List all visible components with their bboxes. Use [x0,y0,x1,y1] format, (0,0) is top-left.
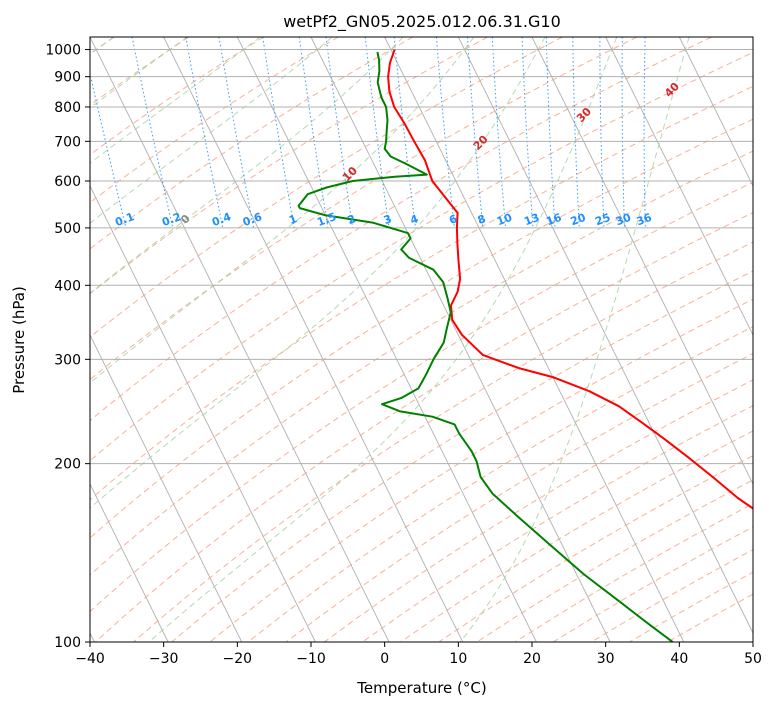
isotherm-line [605,37,753,337]
mixing-ratio-line [298,37,329,228]
axes: −40 −30 −20 −10 0 10 20 30 40 50 1000 900 800 700 600 5… [45,43,762,667]
x-axis-label: Temperature (°C) [356,679,486,697]
mixing-ratio-label: 8 [476,212,488,227]
isotherm-line [90,483,169,642]
dry-adiabat-line [171,270,753,642]
dry-adiabat-line [90,37,339,204]
mixing-ratio-line [131,37,174,229]
dry-adiabat-line [90,118,753,539]
isotherm-line [163,37,464,642]
mixing-ratio-label: 6 [447,212,459,227]
y-tick-label: 500 [54,221,81,237]
isotherm-line [236,37,537,642]
mixing-ratio-label: 2 [346,212,358,227]
dry-adiabat-line [90,51,753,462]
x-tick-label: −30 [149,651,179,667]
y-tick-label: 900 [54,70,81,86]
mixing-ratio-label: 0.1 [113,210,136,229]
mixing-ratio-label: 1.5 [315,210,338,229]
y-tick-label: 200 [54,457,81,473]
isotherm-line [384,37,685,642]
mixing-ratio-line [435,37,455,228]
x-tick-label: 0 [380,651,389,667]
y-tick-label: 400 [54,278,81,294]
dry-adiabat-line [90,37,190,106]
mixing-ratio-line [90,71,127,229]
x-tick-label: −10 [296,651,326,667]
x-tick-label: −20 [223,651,253,667]
y-tick-label: 1000 [45,43,81,59]
moist-adiabat-line [459,37,690,642]
dry-adiabat-line [247,326,753,642]
moist-adiabat-line [90,37,188,109]
x-tick-label: 10 [449,651,467,667]
y-tick-label: 700 [54,134,81,150]
moist-adiabat-line [90,37,475,384]
mixing-ratio-line [325,37,354,228]
background-lines [90,37,753,642]
mixing-ratio-line [393,37,416,228]
mixing-ratio-label: 0.2 [160,210,183,229]
mixing-ratio-label: 3 [382,212,394,227]
x-tick-label: 40 [670,651,688,667]
dry-adiabat-line [324,379,753,642]
moist-adiabat-line [148,37,618,642]
dry-adiabat-line [90,37,488,295]
dry-adiabat-line [90,181,753,613]
x-tick-label: −40 [75,651,105,667]
dry-adiabat-line [209,298,753,642]
chart-title: wetPf2_GN05.2025.012.06.31.G10 [283,12,561,32]
y-tick-label: 600 [54,174,81,190]
mixing-ratio-label: 16 [544,211,563,229]
moist-adiabat-line [90,37,546,509]
y-tick-label: 800 [54,100,81,116]
plot-frame [89,36,754,643]
dry-adiabat-line [90,37,414,250]
y-tick-label: 300 [54,352,81,368]
mixing-ratio-line [467,37,484,228]
mixing-ratio-label: 4 [408,212,420,227]
x-tick-label: 50 [744,651,762,667]
dry-adiabat-line [90,37,563,338]
dry-adiabat-line [90,150,753,576]
temperature-profile-line [387,49,753,510]
mixing-ratio-label: 0.6 [241,210,264,229]
isotherm-line [90,37,390,642]
mixing-ratio-label: 1 [287,212,299,227]
isotherm-line [90,184,316,642]
moist-adiabat-line [90,37,261,164]
moist-adiabat-line [90,37,333,224]
x-tick-label: 30 [597,651,615,667]
x-tick-label: 20 [523,651,541,667]
isotherm-line [90,334,243,642]
y-tick-label: 100 [54,635,81,651]
dewpoint-profile-line [297,51,674,642]
mixing-ratio-label: 20 [569,211,588,229]
mixing-ratio-label: 25 [593,211,612,228]
mixing-ratio-label: 36 [635,211,654,229]
mixing-ratio-line [364,37,390,228]
mixing-ratio-label: 0.4 [210,210,233,229]
mixing-ratio-label: 10 [495,211,514,229]
dry-adiabat-line [90,37,638,381]
dry-adiabat-line [90,85,753,501]
dry-adiabat-line [90,37,712,422]
mixing-ratio-label: 30 [614,211,633,229]
isotherm-line [531,37,753,486]
mixing-ratio-label: 13 [522,211,541,228]
series-layer [297,49,753,642]
isotherm-line [457,37,753,635]
isotherm-line [678,37,753,188]
y-axis-label: Pressure (hPa) [10,286,28,394]
